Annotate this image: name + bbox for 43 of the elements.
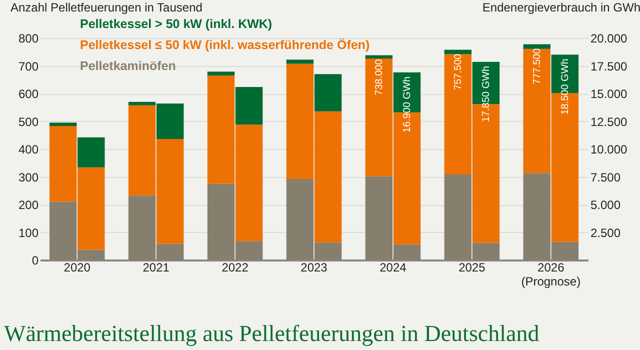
y2-axis-title: Endenergieverbrauch in GWh [482, 0, 640, 14]
text: Pelletkessel > 50 kW (inkl. KWK) [80, 17, 272, 31]
y2-tick-label: 2.500 [590, 226, 621, 240]
y-axis-title: Anzahl Pelletfeuerungen in Tausend [10, 0, 202, 14]
y-tick-label: 700 [18, 59, 39, 74]
y-tick-label: 300 [18, 170, 39, 184]
annotation: 738.000 [374, 58, 385, 96]
x-tick-label: 2022 [222, 260, 249, 274]
y-tick-label: 400 [18, 142, 39, 156]
bar [365, 55, 393, 59]
series-label: Pelletkessel ≤ 50 kW (inkl. wasserführende Öfen) [80, 38, 370, 52]
y-tick-label: 500 [18, 114, 39, 129]
y-tick-label: 600 [18, 87, 39, 101]
y2-tick-label: 17.500 [590, 59, 628, 74]
annotation: 757.500 [452, 53, 464, 90]
y2-tick-label: 5.000 [590, 198, 621, 212]
y-tick-label: 800 [18, 32, 39, 46]
y-tick-label: 100 [18, 226, 39, 240]
x-tick-label: 2021 [142, 260, 170, 274]
bar [444, 50, 472, 54]
y-tick-label: 0 [32, 254, 39, 268]
bar [523, 44, 550, 49]
x-tick-label: 2024 [380, 260, 407, 274]
x-tick-label: 2026 (Prognose) [521, 260, 581, 288]
x-tick-label: 2020 [64, 260, 91, 274]
x-tick-label: 2025 [458, 260, 486, 274]
text: Wärmebereitstellung aus Pelletfeuerungen in Deutschland [4, 321, 540, 346]
y2-tick-label: 12.500 [590, 114, 628, 129]
y-tick-label: 200 [18, 198, 39, 212]
annotation: 18.500 GWh [560, 58, 571, 115]
y2-tick-label: 20.000 [590, 32, 628, 46]
bar [207, 72, 235, 76]
bar [286, 60, 314, 64]
y2-tick-label: 10.000 [590, 142, 628, 156]
annotation: 17.850 GWh [480, 66, 492, 122]
annotation: 777.500 [532, 48, 543, 84]
bar [49, 122, 77, 126]
text: Pelletkaminöfen [80, 59, 176, 73]
x-tick-label: 2023 [300, 260, 328, 274]
y2-tick-label: 7.500 [590, 170, 621, 184]
bar [314, 74, 342, 112]
y2-tick-label: 15.000 [590, 87, 628, 101]
annotation: 16.900 GWh [402, 76, 413, 133]
